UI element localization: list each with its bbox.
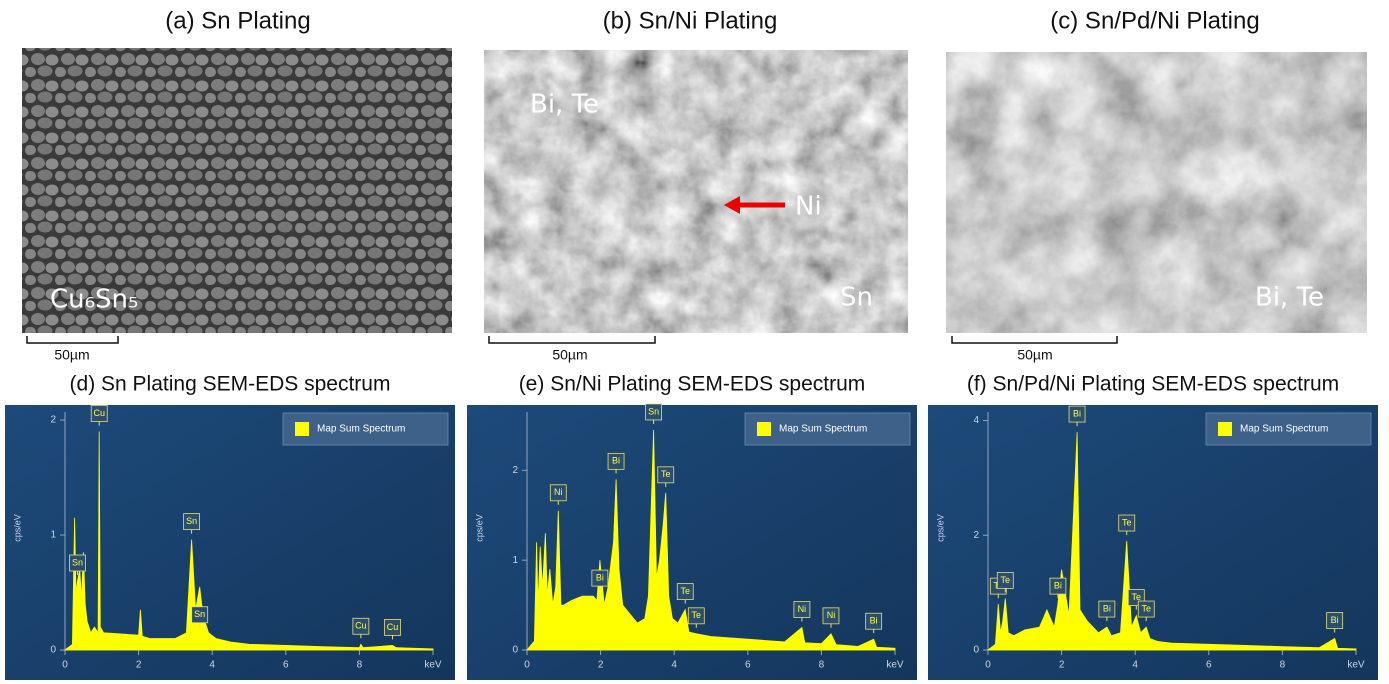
peak-label-text: Bi	[596, 572, 604, 582]
y-axis-label: cps/eV	[474, 514, 484, 542]
peak-label-text: Te	[1132, 592, 1142, 602]
peak-label-text: Ni	[827, 610, 836, 620]
peak-label-text: Sn	[186, 516, 197, 526]
panel-title: (a) Sn Plating	[165, 7, 310, 34]
y-tick-label: 0	[973, 645, 979, 656]
scale-bars	[27, 336, 1117, 343]
peak-label-text: Te	[1141, 603, 1151, 613]
chart-title: (f) Sn/Pd/Ni Plating SEM-EDS spectrum	[967, 373, 1339, 396]
y-axis-label: cps/eV	[12, 514, 22, 542]
x-tick-label: 8	[819, 660, 825, 671]
peak-label-text: Bi	[870, 616, 878, 626]
x-tick-label: 6	[745, 660, 751, 671]
chart-title: (d) Sn Plating SEM-EDS spectrum	[70, 373, 391, 396]
x-tick-label: 4	[671, 660, 677, 671]
y-tick-label: 4	[973, 415, 979, 426]
y-tick-label: 2	[512, 465, 518, 476]
figure: (a) Sn Plating (b) Sn/Ni Plating (c) Sn/…	[0, 0, 1389, 684]
image-label: Sn	[840, 283, 873, 313]
x-tick-label: 0	[524, 660, 530, 671]
peak-label-text: Ni	[554, 487, 563, 497]
legend-label: Map Sum Spectrum	[779, 424, 867, 435]
legend-swatch	[295, 422, 309, 436]
peak-label-text: Bi	[1103, 603, 1111, 613]
x-tick-label: 2	[136, 660, 142, 671]
peak-label-text: Bi	[1331, 615, 1339, 625]
x-tick-label: keV	[886, 660, 904, 671]
scale-bar-label: 50µm	[1017, 347, 1052, 363]
peak-label-text: Te	[680, 586, 690, 596]
scale-bar-label: 50µm	[552, 347, 587, 363]
x-tick-label: 8	[1280, 660, 1286, 671]
image-label: Bi, Te	[530, 90, 599, 120]
peak-label-text: Te	[1122, 517, 1132, 527]
image-label: Ni	[795, 192, 822, 222]
x-tick-label: keV	[424, 660, 442, 671]
panel-title: (b) Sn/Ni Plating	[603, 7, 778, 34]
y-tick-label: 1	[512, 555, 518, 566]
y-tick-label: 2	[50, 415, 56, 426]
peak-label-text: Ni	[798, 604, 807, 614]
x-tick-label: 8	[357, 660, 363, 671]
legend-label: Map Sum Spectrum	[1240, 424, 1328, 435]
peak-label-text: Cu	[355, 621, 367, 631]
x-tick-label: 4	[1132, 660, 1138, 671]
x-tick-label: 2	[1059, 660, 1065, 671]
peak-label-text: Sn	[72, 557, 83, 567]
image-label: Bi, Te	[1255, 283, 1324, 313]
legend-label: Map Sum Spectrum	[317, 424, 405, 435]
peak-label-text: Cu	[387, 622, 399, 632]
x-tick-label: 2	[598, 660, 604, 671]
x-tick-label: 6	[283, 660, 289, 671]
peak-label-text: Te	[661, 469, 671, 479]
y-tick-label: 0	[50, 645, 56, 656]
x-tick-label: 0	[62, 660, 68, 671]
peak-label-text: Bi	[612, 456, 620, 466]
x-tick-label: 4	[209, 660, 215, 671]
legend-swatch	[1218, 422, 1232, 436]
x-tick-label: 0	[985, 660, 991, 671]
chart-title: (e) Sn/Ni Plating SEM-EDS spectrum	[519, 373, 866, 396]
x-tick-label: keV	[1347, 660, 1365, 671]
x-tick-label: 6	[1206, 660, 1212, 671]
panel-title: (c) Sn/Pd/Ni Plating	[1050, 7, 1259, 34]
scale-bar-label: 50µm	[54, 347, 89, 363]
peak-label-text: Bi	[1054, 580, 1062, 590]
y-tick-label: 1	[50, 530, 56, 541]
peak-label-text: Cu	[93, 408, 105, 418]
peak-label-text: Sn	[194, 609, 205, 619]
peak-label-text: Te	[1001, 575, 1011, 585]
y-axis-label: cps/eV	[935, 514, 945, 542]
page: (a) Sn Plating (b) Sn/Ni Plating (c) Sn/…	[0, 0, 1389, 684]
peak-label-text: Bi	[1073, 408, 1081, 418]
legend-swatch	[757, 422, 771, 436]
image-label: Cu₆Sn₅	[50, 285, 138, 315]
peak-label-text: Sn	[648, 406, 659, 416]
peak-label-text: Te	[692, 610, 702, 620]
y-tick-label: 0	[512, 645, 518, 656]
y-tick-label: 2	[973, 530, 979, 541]
